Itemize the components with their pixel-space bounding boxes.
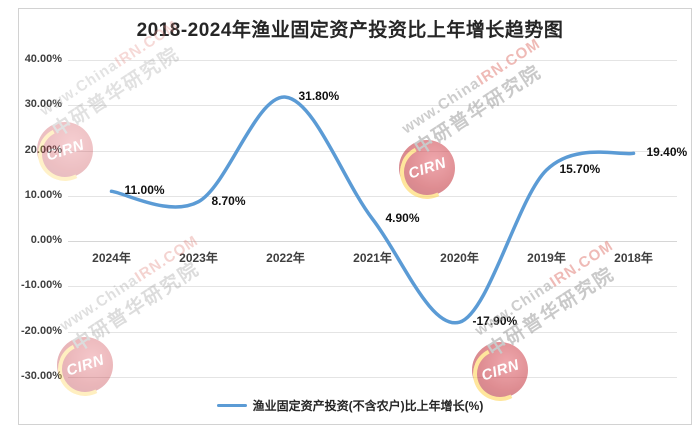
gridline: [68, 377, 677, 378]
y-axis-tick-label: 40.00%: [24, 53, 62, 65]
x-axis-category-label: 2022年: [266, 251, 305, 265]
y-axis-tick-label: -10.00%: [21, 279, 62, 292]
gridline: [68, 150, 677, 152]
x-axis-category-label: 2021年: [353, 251, 392, 265]
y-axis-tick-label: 30.00%: [24, 98, 62, 111]
chart-border: [18, 8, 692, 425]
data-label: 19.40%: [646, 145, 688, 160]
data-label: 4.90%: [385, 211, 420, 225]
gridline: [68, 60, 677, 61]
data-label: 15.70%: [559, 162, 601, 176]
x-axis-category-label: 2019年: [527, 251, 566, 265]
data-label: -17.90%: [472, 314, 518, 329]
gridline: [68, 195, 677, 197]
y-axis-tick-label: -20.00%: [21, 324, 62, 337]
chart-title: 2018-2024年渔业固定资产投资比上年增长趋势图: [136, 20, 564, 41]
data-label: 8.70%: [211, 193, 246, 208]
y-axis-tick-label: -30.00%: [21, 370, 62, 382]
x-axis-category-label: 2018年: [614, 251, 653, 265]
gridline: [68, 286, 677, 288]
y-axis-tick-label: 20.00%: [24, 143, 62, 156]
data-label: 31.80%: [298, 89, 340, 104]
x-axis-category-label: 2023年: [179, 251, 218, 265]
data-label: 11.00%: [124, 183, 165, 198]
y-axis-tick-label: 0.00%: [30, 234, 62, 247]
x-axis-category-label: 2024年: [92, 251, 131, 265]
legend: 渔业固定资产投资(不含农户)比上年增长(%): [0, 396, 700, 414]
trend-line: [109, 95, 636, 325]
gridline: [68, 241, 677, 243]
x-axis-category-label: 2020年: [440, 251, 479, 265]
y-axis-tick-label: 10.00%: [24, 188, 62, 201]
gridline: [68, 331, 677, 333]
gridline: [68, 105, 677, 107]
legend-line-marker: [216, 403, 247, 407]
legend-label: 渔业固定资产投资(不含农户)比上年增长(%): [252, 398, 484, 413]
